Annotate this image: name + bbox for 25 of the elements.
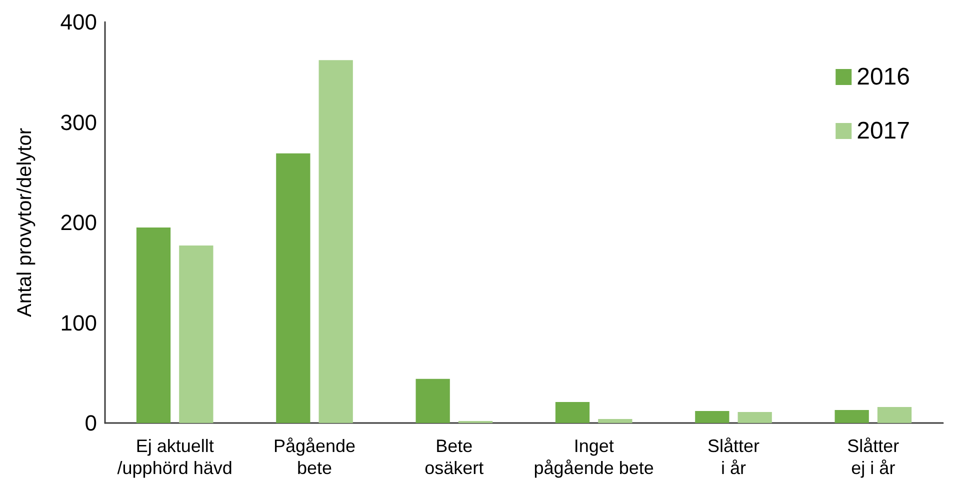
x-tick-label: Ej aktuellt /upphörd hävd: [117, 436, 232, 478]
bar: [695, 410, 730, 423]
bar: [598, 418, 632, 423]
x-tick-label: Inget pågående bete: [534, 436, 654, 478]
legend-label: 2016: [856, 64, 910, 90]
y-tick-label: 200: [60, 210, 97, 235]
x-tick-label: Slåtter ej i år: [847, 436, 900, 478]
legend-label: 2017: [856, 118, 910, 144]
bar: [834, 410, 869, 423]
bar: [136, 228, 171, 423]
y-tick-label: 400: [60, 10, 97, 34]
y-axis-title: Antal provytor/delytor: [14, 128, 36, 317]
x-tick-label: Bete osäkert: [424, 436, 484, 478]
bar: [179, 246, 214, 423]
x-tick-label: Pågående bete: [273, 436, 356, 478]
bar: [318, 60, 353, 423]
y-tick-label: 0: [84, 410, 97, 436]
bar: [416, 378, 450, 423]
bar: [738, 412, 772, 423]
y-tick-label: 100: [60, 310, 97, 336]
bar: [555, 402, 590, 423]
x-tick-label: Slåtter i år: [707, 436, 760, 478]
bar: [877, 406, 912, 423]
bar: [276, 153, 310, 423]
y-tick-label: 300: [60, 110, 97, 135]
